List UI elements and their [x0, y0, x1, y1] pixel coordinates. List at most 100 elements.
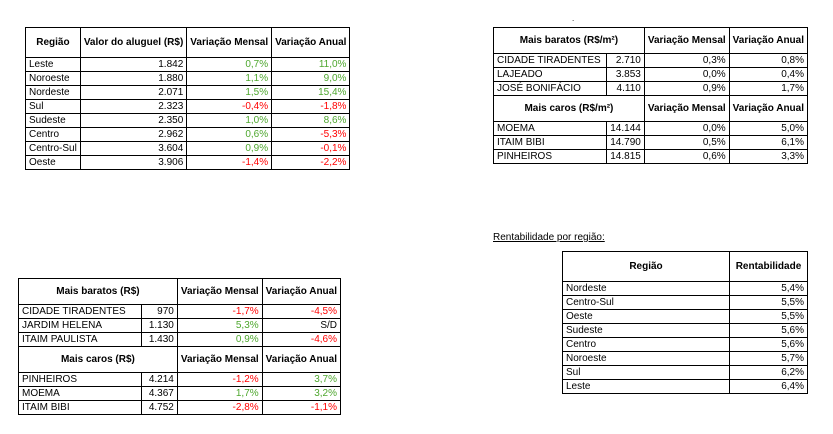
region-name-cell: Sudeste [25, 113, 81, 128]
rentabilidade-value-cell: 5,6% [729, 323, 808, 338]
table-row: PINHEIROS 4.214 -1,2% 3,7% [17, 372, 342, 387]
price-cell: 14.815 [605, 149, 645, 164]
caros-m2-body: MOEMA 14.144 0,0% 5,0% ITAIM BIBI 14.790 0,5% 6… [493, 121, 809, 164]
annual-variation-cell: -1,1% [261, 400, 342, 415]
monthly-variation-cell: 0,5% [643, 135, 730, 150]
rent-value-cell: 2.323 [79, 99, 188, 114]
region-name-cell: Sudeste [562, 323, 730, 338]
annual-variation-cell: 11,0% [271, 57, 351, 72]
rentabilidade-caption: Rentabilidade por região: [493, 232, 605, 243]
col-header-var-anual: Variação Anual [261, 278, 342, 305]
region-name-cell: Sul [562, 365, 730, 380]
table-row: CIDADE TIRADENTES 970 -1,7% -4,5% [17, 304, 342, 319]
rentabilidade-body: Nordeste 5,4% Centro-Sul 5,5% Oeste 5,5% Sudes… [562, 281, 808, 394]
table-row: Sul 6,2% [562, 365, 808, 380]
rentabilidade-value-cell: 6,4% [729, 379, 808, 394]
caros-rs-header-row: Mais caros (R$) Variação Mensal Variação… [18, 346, 342, 373]
neighborhood-cell: ITAIM PAULISTA [17, 332, 143, 347]
table-row: ITAIM BIBI 4.752 -2,8% -1,1% [17, 400, 342, 415]
price-cell: 4.367 [141, 386, 178, 401]
region-name-cell: Leste [562, 379, 730, 394]
monthly-variation-cell: -1,4% [186, 155, 273, 170]
table-row: JOSÉ BONIFÁCIO 4.110 0,9% 1,7% [493, 81, 809, 96]
annual-variation-cell: 6,1% [728, 135, 809, 150]
table-header-row: Região Rentabilidade [562, 251, 808, 282]
monthly-variation-cell: 0,6% [643, 149, 730, 164]
monthly-variation-cell: 0,0% [643, 121, 730, 136]
monthly-variation-cell: 5,3% [176, 318, 263, 333]
monthly-variation-cell: 0,9% [186, 141, 273, 156]
baratos-m2-header-row: Mais baratos (R$/m²) Variação Mensal Var… [493, 27, 809, 54]
caros-m2-header: Mais caros (R$/m²) [493, 95, 645, 122]
annual-variation-cell: -0,1% [271, 141, 351, 156]
monthly-variation-cell: 1,1% [186, 71, 273, 86]
price-cell: 1.130 [141, 318, 178, 333]
rentabilidade-value-cell: 5,5% [729, 295, 808, 310]
monthly-variation-cell: 0,0% [643, 67, 730, 82]
rentabilidade-value-cell: 5,7% [729, 351, 808, 366]
region-name-cell: Centro-Sul [25, 141, 81, 156]
neighborhood-cell: CIDADE TIRADENTES [17, 304, 143, 319]
table-row: Sul 2.323 -0,4% -1,8% [25, 99, 351, 114]
table-header-row: Região Valor do aluguel (R$) Variação Me… [25, 27, 351, 58]
price-cell: 4.110 [605, 81, 645, 96]
annual-variation-cell: 8,6% [271, 113, 351, 128]
annual-variation-cell: -1,8% [271, 99, 351, 114]
table-row: Sudeste 5,6% [562, 323, 808, 338]
rent-value-cell: 1.880 [79, 71, 188, 86]
table-row: Oeste 3.906 -1,4% -2,2% [25, 155, 351, 170]
col-header-var-mensal: Variação Mensal [643, 95, 730, 122]
table-row: ITAIM BIBI 14.790 0,5% 6,1% [493, 135, 809, 150]
caros-rs-body: PINHEIROS 4.214 -1,2% 3,7% MOEMA 4.367 1,7% 3,2… [17, 372, 342, 415]
table-row: Leste 6,4% [562, 379, 808, 394]
table-row: Nordeste 2.071 1,5% 15,4% [25, 85, 351, 100]
table-row: Nordeste 5,4% [562, 281, 808, 296]
region-name-cell: Centro [562, 337, 730, 352]
regiao-aluguel-table: Região Valor do aluguel (R$) Variação Me… [25, 27, 351, 170]
monthly-variation-cell: 1,7% [176, 386, 263, 401]
neighborhood-cell: ITAIM BIBI [17, 400, 143, 415]
table-row: Leste 1.842 0,7% 11,0% [25, 57, 351, 72]
price-cell: 2.710 [605, 53, 645, 68]
annual-variation-cell: 3,7% [261, 372, 342, 387]
monthly-variation-cell: 0,9% [176, 332, 263, 347]
col-header-var-mensal: Variação Mensal [176, 278, 263, 305]
price-cell: 970 [141, 304, 178, 319]
price-cell: 1.430 [141, 332, 178, 347]
annual-variation-cell: 0,8% [728, 53, 809, 68]
monthly-variation-cell: -1,2% [176, 372, 263, 387]
rent-value-cell: 2.962 [79, 127, 188, 142]
annual-variation-cell: 1,7% [728, 81, 809, 96]
rentabilidade-table: Região Rentabilidade Nordeste 5,4% Centro-… [562, 251, 808, 394]
monthly-variation-cell: 0,7% [186, 57, 273, 72]
table-row: Oeste 5,5% [562, 309, 808, 324]
neighborhood-cell: PINHEIROS [493, 149, 607, 164]
baratos-m2-body: CIDADE TIRADENTES 2.710 0,3% 0,8% LAJEADO 3.8… [493, 53, 809, 96]
price-cell: 3.853 [605, 67, 645, 82]
neighborhood-cell: JARDIM HELENA [17, 318, 143, 333]
annual-variation-cell: 9,0% [271, 71, 351, 86]
region-name-cell: Oeste [25, 155, 81, 170]
m2-price-table: Mais baratos (R$/m²) Variação Mensal Var… [493, 27, 809, 164]
baratos-rs-body: CIDADE TIRADENTES 970 -1,7% -4,5% JARDIM HEL… [17, 304, 342, 347]
neighborhood-cell: ITAIM BIBI [493, 135, 607, 150]
price-cell: 4.214 [141, 372, 178, 387]
col-header-var-mensal: Variação Mensal [186, 27, 273, 58]
table-row: MOEMA 4.367 1,7% 3,2% [17, 386, 342, 401]
col-header-var-mensal: Variação Mensal [176, 346, 263, 373]
rent-value-cell: 2.071 [79, 85, 188, 100]
annual-variation-cell: 15,4% [271, 85, 351, 100]
monthly-variation-cell: -2,8% [176, 400, 263, 415]
neighborhood-cell: JOSÉ BONIFÁCIO [493, 81, 607, 96]
annual-variation-cell: -4,5% [261, 304, 342, 319]
caros-m2-header-row: Mais caros (R$/m²) Variação Mensal Varia… [493, 95, 809, 122]
table-row: Centro 2.962 0,6% -5,3% [25, 127, 351, 142]
table-row: Noroeste 1.880 1,1% 9,0% [25, 71, 351, 86]
annual-variation-cell: 5,0% [728, 121, 809, 136]
baratos-rs-header-row: Mais baratos (R$) Variação Mensal Variaç… [18, 278, 342, 305]
table-row: Noroeste 5,7% [562, 351, 808, 366]
table-row: CIDADE TIRADENTES 2.710 0,3% 0,8% [493, 53, 809, 68]
annual-variation-cell: 0,4% [728, 67, 809, 82]
annual-variation-cell: -2,2% [271, 155, 351, 170]
rent-value-cell: 3.604 [79, 141, 188, 156]
